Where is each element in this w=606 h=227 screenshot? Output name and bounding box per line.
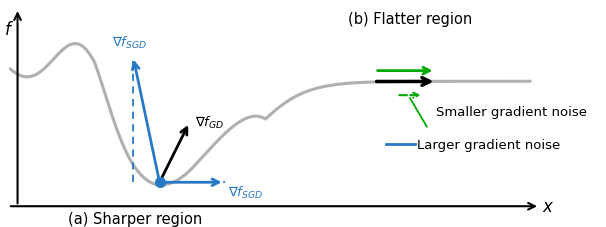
Text: x: x <box>542 197 552 215</box>
Text: Smaller gradient noise: Smaller gradient noise <box>436 105 587 118</box>
Text: (a) Sharper region: (a) Sharper region <box>68 211 202 226</box>
Text: $\nabla f_{GD}$: $\nabla f_{GD}$ <box>195 115 225 131</box>
Text: f: f <box>5 21 10 39</box>
Text: (b) Flatter region: (b) Flatter region <box>348 12 472 27</box>
Text: $\nabla f_{SGD}$: $\nabla f_{SGD}$ <box>112 35 147 51</box>
Text: Larger gradient noise: Larger gradient noise <box>417 138 561 151</box>
Text: $\nabla f_{SGD}$: $\nabla f_{SGD}$ <box>228 184 264 200</box>
